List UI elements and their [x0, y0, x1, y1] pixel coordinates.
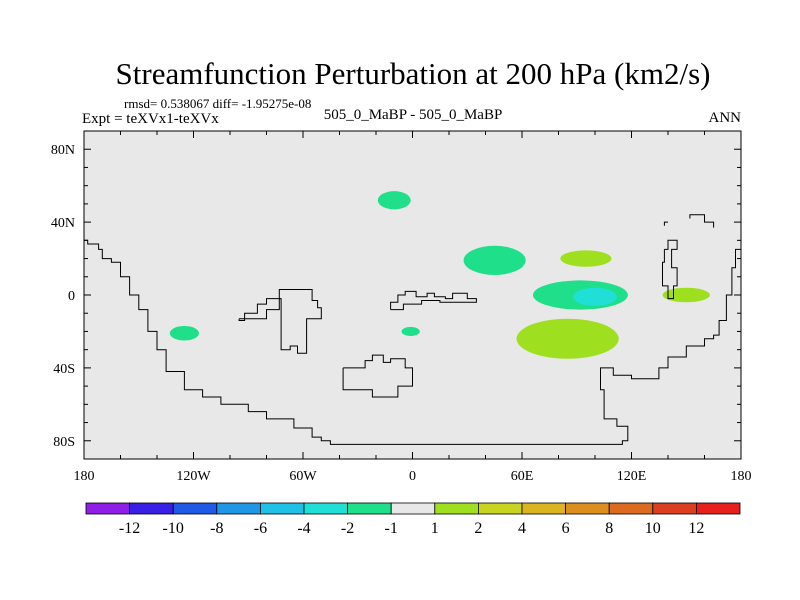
case-label: 505_0_MaBP - 505_0_MaBP — [324, 107, 503, 123]
colorbar-box-10 — [477, 502, 523, 515]
chart-title: Streamfunction Perturbation at 200 hPa (… — [116, 56, 711, 91]
x-tick-label: 60E — [511, 469, 534, 484]
colorbar-box-13 — [608, 502, 654, 515]
colorbar-label: 10 — [645, 520, 661, 537]
y-tick-label: 40S — [53, 362, 75, 377]
map-background — [84, 131, 741, 459]
y-tick-label: 0 — [68, 289, 75, 304]
coastline-5 — [663, 221, 668, 226]
coastline-3 — [390, 290, 477, 311]
anomaly-contour-9 — [401, 326, 420, 337]
colorbar-box-5 — [259, 502, 305, 515]
y-tick-label: 80S — [53, 435, 75, 450]
colorbar-box-6 — [303, 502, 348, 515]
x-tick-label: 180 — [731, 469, 752, 484]
y-tick-label: 80N — [51, 143, 75, 158]
colorbar-boxes — [85, 502, 741, 515]
x-tick-label: 120W — [176, 469, 211, 484]
y-tick-label: 40N — [51, 216, 75, 231]
coastline-6 — [689, 214, 715, 228]
stats-line: rmsd= 0.538067 diff= -1.95275e-08 — [124, 96, 311, 111]
coastline-1 — [84, 239, 741, 445]
experiment-label: Expt = teXVx1-teXVx — [82, 111, 219, 127]
colorbar-box-7 — [347, 502, 392, 515]
colorbar-box-11 — [521, 502, 566, 515]
colorbar-label: -4 — [297, 520, 310, 537]
colorbar-label: -2 — [341, 520, 354, 537]
colorbar-box-4 — [216, 502, 261, 515]
map-plot-area: 180 120W 60W 0 60E 120E 180 80N 40N 0 40S 80S — [51, 130, 752, 484]
colorbar-label: -1 — [385, 520, 398, 537]
x-tick-label: 0 — [409, 469, 416, 484]
colorbar: -12 -10 -8 -6 -4 -2 -1 1 2 4 6 8 10 12 — [85, 502, 741, 537]
y-axis-labels: 80N 40N 0 40S 80S — [51, 143, 75, 450]
anomaly-contour-5 — [573, 287, 617, 306]
x-tick-label: 180 — [74, 469, 95, 484]
colorbar-box-12 — [565, 502, 610, 515]
colorbar-label: 4 — [518, 520, 526, 537]
season-label: ANN — [709, 110, 742, 126]
colorbar-labels: -12 -10 -8 -6 -4 -2 -1 1 2 4 6 8 10 12 — [119, 520, 704, 537]
colorbar-box-8 — [390, 502, 436, 515]
colorbar-label: 1 — [431, 520, 439, 537]
anomaly-contours — [169, 191, 710, 359]
anomaly-contour-2 — [463, 245, 526, 275]
anomaly-contour-8 — [169, 325, 199, 341]
colorbar-box-15 — [696, 502, 741, 515]
coastline-2 — [238, 289, 322, 354]
colorbar-label: -8 — [210, 520, 223, 537]
colorbar-label: 6 — [562, 520, 570, 537]
coastlines — [84, 214, 741, 445]
x-tick-label: 120E — [617, 469, 647, 484]
colorbar-box-1 — [85, 502, 130, 515]
axis-ticks — [83, 130, 742, 460]
colorbar-label: 8 — [605, 520, 613, 537]
x-tick-label: 60W — [289, 469, 317, 484]
coastline-7 — [662, 239, 678, 300]
colorbar-label: -12 — [119, 520, 140, 537]
colorbar-box-3 — [172, 502, 218, 515]
coastline-4 — [342, 354, 413, 398]
colorbar-label: 12 — [688, 520, 704, 537]
colorbar-box-2 — [129, 502, 174, 515]
colorbar-label: 2 — [474, 520, 482, 537]
colorbar-box-14 — [652, 502, 697, 515]
colorbar-box-9 — [434, 502, 479, 515]
anomaly-contour-1 — [377, 191, 411, 210]
x-axis-labels: 180 120W 60W 0 60E 120E 180 — [74, 469, 752, 484]
colorbar-label: -10 — [163, 520, 184, 537]
anomaly-contour-3 — [560, 250, 612, 267]
anomaly-contour-6 — [662, 287, 710, 303]
colorbar-label: -6 — [254, 520, 267, 537]
anomaly-contour-7 — [516, 318, 619, 359]
